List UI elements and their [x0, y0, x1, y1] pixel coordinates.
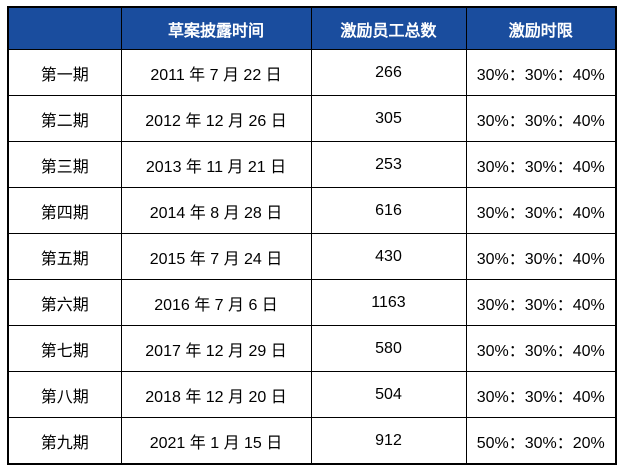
period-cell: 第八期	[7, 371, 122, 418]
employee-count-cell: 305	[310, 95, 467, 142]
vesting-schedule-cell: 30%：30%：40%	[465, 233, 617, 280]
disclosure-date-cell: 2018 年 12 月 20 日	[120, 371, 312, 418]
header-row: 草案披露时间 激励员工总数 激励时限	[7, 6, 617, 50]
period-cell: 第五期	[7, 233, 122, 280]
period-cell: 第六期	[7, 279, 122, 326]
employee-count-cell: 616	[310, 187, 467, 234]
employee-count-cell: 580	[310, 325, 467, 372]
disclosure-date-cell: 2011 年 7 月 22 日	[120, 49, 312, 96]
period-cell: 第三期	[7, 141, 122, 188]
table-row: 第七期 2017 年 12 月 29 日 580 30%：30%：40%	[7, 325, 617, 372]
employee-count-cell: 266	[310, 49, 467, 96]
employee-count-cell: 1163	[310, 279, 467, 326]
incentive-disclosure-table: 草案披露时间 激励员工总数 激励时限 第一期 2011 年 7 月 22 日 2…	[7, 6, 617, 465]
employee-count-cell: 430	[310, 233, 467, 280]
table-row: 第二期 2012 年 12 月 26 日 305 30%：30%：40%	[7, 95, 617, 142]
period-cell: 第二期	[7, 95, 122, 142]
disclosure-date-cell: 2015 年 7 月 24 日	[120, 233, 312, 280]
vesting-schedule-cell: 50%：30%：20%	[465, 417, 617, 465]
table-row: 第一期 2011 年 7 月 22 日 266 30%：30%：40%	[7, 49, 617, 96]
header-cell-employee-count: 激励员工总数	[310, 6, 467, 50]
vesting-schedule-cell: 30%：30%：40%	[465, 279, 617, 326]
employee-count-cell: 504	[310, 371, 467, 418]
employee-count-cell: 253	[310, 141, 467, 188]
vesting-schedule-cell: 30%：30%：40%	[465, 95, 617, 142]
disclosure-date-cell: 2013 年 11 月 21 日	[120, 141, 312, 188]
disclosure-date-cell: 2021 年 1 月 15 日	[120, 417, 312, 465]
table-row: 第六期 2016 年 7 月 6 日 1163 30%：30%：40%	[7, 279, 617, 326]
table-row: 第三期 2013 年 11 月 21 日 253 30%：30%：40%	[7, 141, 617, 188]
period-cell: 第七期	[7, 325, 122, 372]
disclosure-date-cell: 2017 年 12 月 29 日	[120, 325, 312, 372]
vesting-schedule-cell: 30%：30%：40%	[465, 49, 617, 96]
table-row: 第四期 2014 年 8 月 28 日 616 30%：30%：40%	[7, 187, 617, 234]
disclosure-date-cell: 2012 年 12 月 26 日	[120, 95, 312, 142]
header-cell-disclosure-date: 草案披露时间	[120, 6, 312, 50]
vesting-schedule-cell: 30%：30%：40%	[465, 371, 617, 418]
table-row: 第九期 2021 年 1 月 15 日 912 50%：30%：20%	[7, 417, 617, 465]
vesting-schedule-cell: 30%：30%：40%	[465, 141, 617, 188]
table-body: 第一期 2011 年 7 月 22 日 266 30%：30%：40% 第二期 …	[7, 49, 617, 465]
disclosure-date-cell: 2016 年 7 月 6 日	[120, 279, 312, 326]
vesting-schedule-cell: 30%：30%：40%	[465, 187, 617, 234]
table-row: 第八期 2018 年 12 月 20 日 504 30%：30%：40%	[7, 371, 617, 418]
table-row: 第五期 2015 年 7 月 24 日 430 30%：30%：40%	[7, 233, 617, 280]
period-cell: 第九期	[7, 417, 122, 465]
header-cell-period	[7, 6, 122, 50]
period-cell: 第四期	[7, 187, 122, 234]
period-cell: 第一期	[7, 49, 122, 96]
header-cell-vesting-schedule: 激励时限	[465, 6, 617, 50]
vesting-schedule-cell: 30%：30%：40%	[465, 325, 617, 372]
disclosure-date-cell: 2014 年 8 月 28 日	[120, 187, 312, 234]
employee-count-cell: 912	[310, 417, 467, 465]
